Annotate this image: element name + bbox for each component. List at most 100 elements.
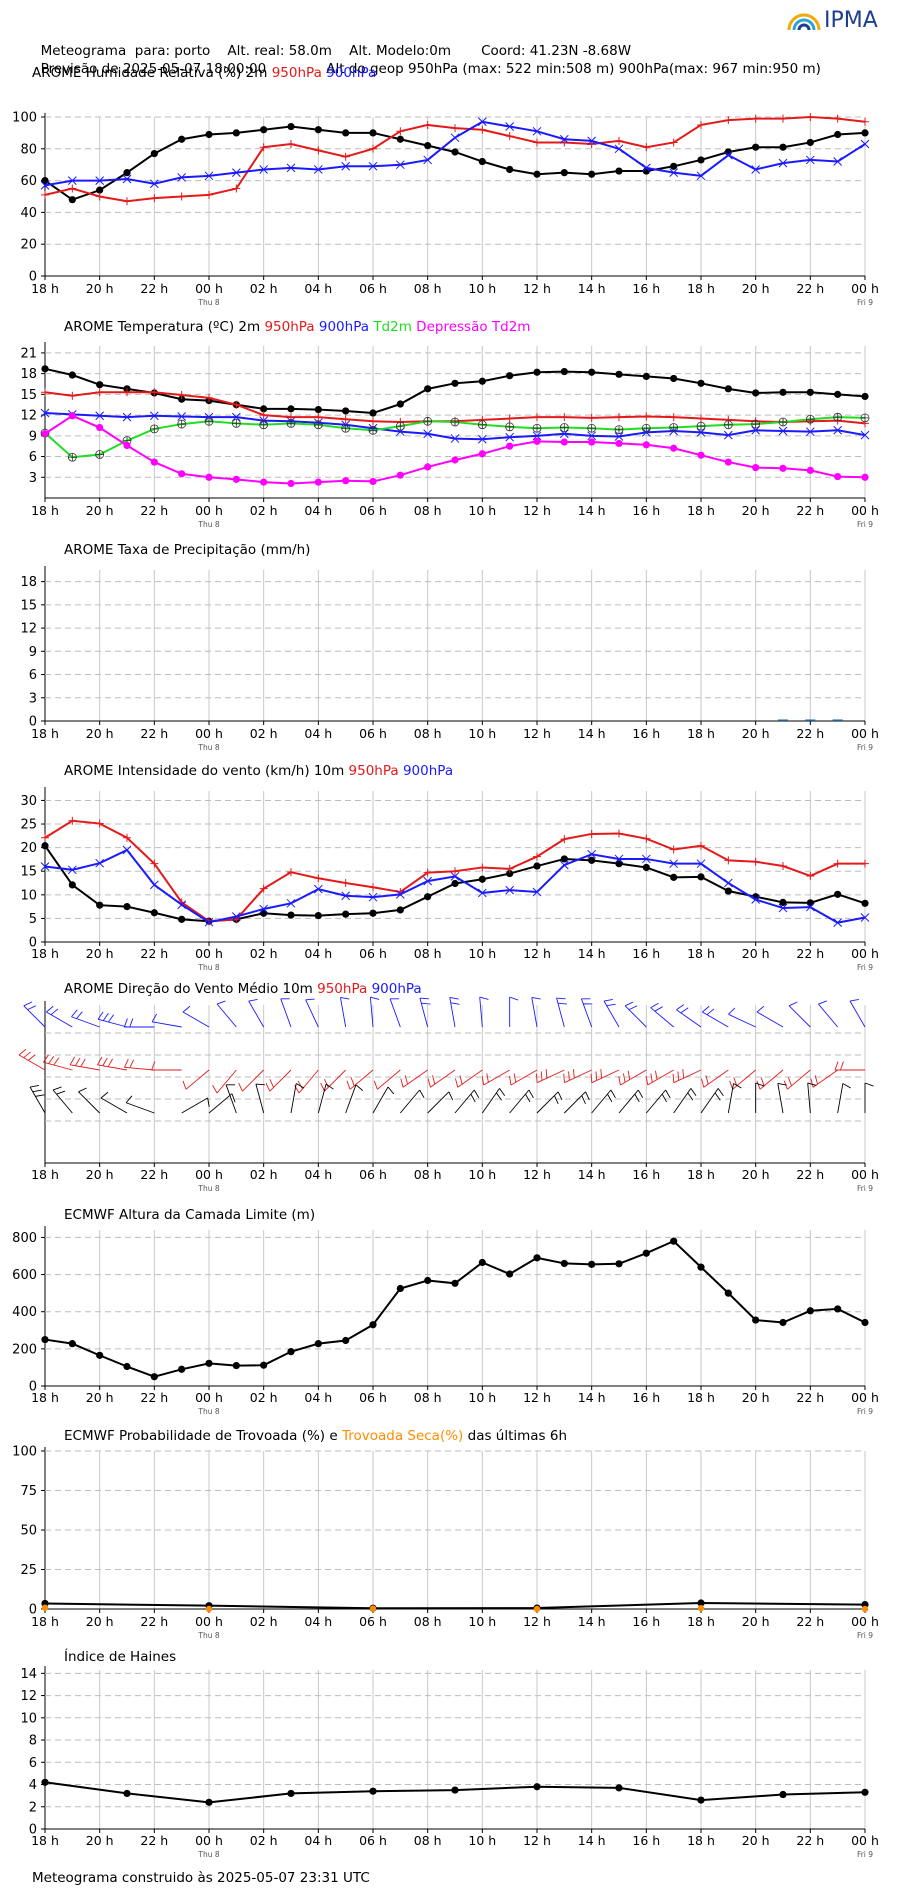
y-tick-label: 10 (20, 1711, 37, 1726)
data-point (396, 471, 404, 479)
wind-barb-10m (100, 1097, 128, 1114)
wind-barb-feather (733, 1083, 742, 1089)
wind-barb-feather (705, 1075, 709, 1085)
x-tick-label: 04 h (304, 946, 332, 961)
data-point (697, 414, 705, 423)
wind-barb-feather (255, 1083, 265, 1086)
data-point (95, 411, 105, 421)
data-point (724, 856, 733, 865)
y-tick-label: 14 (20, 1667, 37, 1682)
wind-barb-feather (450, 1002, 460, 1005)
data-point (478, 125, 487, 134)
x-tick-label: 02 h (250, 281, 278, 296)
data-point (779, 1318, 787, 1327)
data-point (834, 472, 842, 481)
data-point-cross (669, 423, 678, 432)
data-point (96, 381, 104, 389)
x-tick-label: 22 h (140, 1614, 168, 1629)
wind-barb-feather (48, 1056, 55, 1064)
data-point (40, 181, 50, 190)
data-point (451, 124, 459, 133)
wind-barb-feather (618, 1076, 621, 1086)
data-point (95, 388, 104, 397)
data-point (451, 1279, 459, 1287)
wind-barb-feather (355, 1084, 364, 1091)
wind-barb-feather (701, 1078, 705, 1088)
data-point (287, 1789, 295, 1798)
ipma-logo: IPMA (786, 6, 882, 36)
data-point (41, 430, 49, 438)
wind-barb-10m (208, 1093, 233, 1114)
x-tick-label: 02 h (250, 503, 278, 518)
wind-barb-feather (655, 1070, 658, 1080)
x-tick-label: 06 h (359, 946, 387, 961)
data-point (751, 114, 760, 123)
data-point (806, 466, 814, 474)
y-tick-label: 8 (29, 1734, 37, 1749)
day-label: Fri 9 (857, 743, 873, 752)
wind-barb-950hpa (647, 1069, 674, 1086)
y-tick-label: 9 (29, 645, 37, 660)
data-point (150, 909, 158, 917)
wind-barb-feather (129, 1018, 134, 1028)
x-tick-label: 06 h (359, 1167, 387, 1182)
data-point (123, 441, 131, 450)
x-tick-label: 18 h (687, 1167, 715, 1182)
data-point (123, 169, 131, 177)
x-tick-label: 00 h (851, 1167, 879, 1182)
data-point-cross (642, 424, 651, 433)
x-tick-label: 22 h (140, 281, 168, 296)
data-point-cross (341, 424, 350, 433)
data-point (806, 899, 814, 907)
data-point (505, 414, 514, 423)
day-label: Thu 8 (197, 963, 219, 972)
data-point (177, 173, 187, 182)
wind-barb-feather (585, 1091, 590, 1101)
precip-bar (778, 719, 788, 721)
header-forecast: Previsão de 2025-05-07 18:00:00 (40, 61, 267, 77)
x-tick-label: 10 h (468, 726, 496, 741)
y-tick-label: 80 (20, 142, 37, 157)
chart-title-part: Depressão Td2m (416, 319, 530, 335)
wind-barb-feather (528, 1089, 534, 1099)
wind-barb-feather (373, 1080, 378, 1090)
wind-barb-feather (661, 1093, 668, 1103)
wind-barb-feather (78, 1087, 87, 1093)
x-tick-label: 20 h (742, 1614, 770, 1629)
wind-barb-feather (216, 1000, 226, 1005)
y-tick-label: 25 (20, 818, 37, 833)
header-alt-model: Alt. Modelo:0m (349, 43, 452, 59)
panel-8: 18 h 20 h 22 h 00 h 02 h 04 h 06 h 08 h 10 h 12 h… (20, 1648, 878, 1859)
y-tick-label: 6 (29, 450, 37, 465)
y-tick-label: 15 (20, 388, 37, 403)
data-point (177, 900, 187, 910)
wind-barb-10m (399, 1089, 420, 1114)
wind-barb-900hpa (340, 997, 347, 1028)
x-tick-label: 00 h (195, 1390, 223, 1405)
wind-barb-10m (454, 1089, 475, 1114)
data-point (697, 120, 705, 129)
x-tick-label: 20 h (86, 946, 114, 961)
wind-barb-feather (404, 1075, 408, 1085)
chart-title-part: 950hPa (264, 319, 314, 335)
chart-title-part: AROME Direção do Vento Médio 10m (64, 981, 317, 997)
data-point (287, 1348, 295, 1356)
data-point (723, 150, 733, 160)
data-point (260, 1361, 268, 1369)
x-tick-label: 06 h (359, 1614, 387, 1629)
data-point (751, 165, 761, 174)
x-tick-label: 18 h (31, 1390, 59, 1405)
day-label: Fri 9 (857, 1631, 873, 1640)
data-point (697, 1599, 705, 1607)
data-point (232, 129, 240, 137)
wind-barb-950hpa (124, 1066, 155, 1071)
data-point (723, 430, 733, 440)
data-point (423, 155, 433, 165)
data-point (95, 858, 105, 868)
wind-barb-10m (225, 1084, 237, 1114)
data-point (696, 171, 706, 181)
data-point (396, 135, 404, 143)
data-point (342, 407, 350, 415)
data-point-cross (505, 422, 514, 431)
